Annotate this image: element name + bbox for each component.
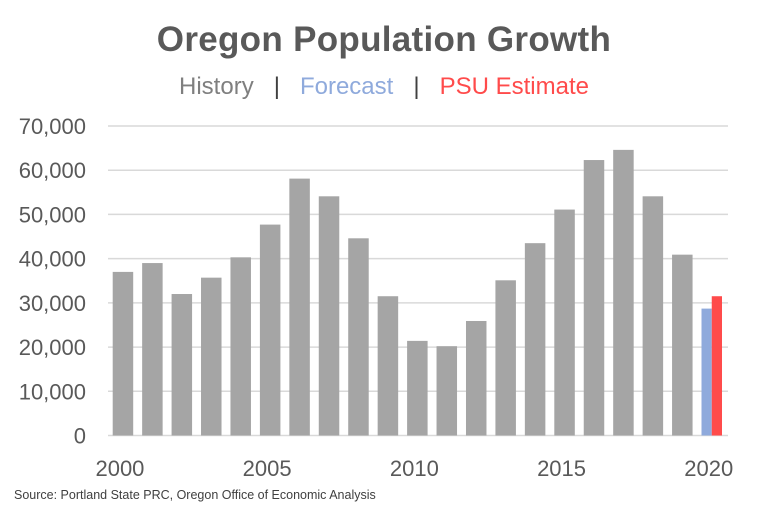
y-tick-label: 20,000 (19, 335, 86, 360)
legend-estimate: PSU Estimate (439, 73, 589, 100)
bar-2010-history (407, 340, 428, 436)
bar-2020-forecast (701, 308, 712, 436)
x-tick-label: 2020 (684, 456, 733, 481)
bar-2003-history (201, 277, 222, 436)
bar-2017-history (613, 149, 634, 436)
x-tick-label: 2005 (243, 456, 292, 481)
y-tick-label: 30,000 (19, 291, 86, 316)
bar-2006-history (289, 178, 310, 436)
bar-2016-history (583, 160, 605, 436)
bars (112, 149, 722, 436)
x-axis: 2000 2005 2010 2015 2020 (95, 456, 733, 481)
y-tick-label: 40,000 (19, 247, 86, 272)
y-tick-label: 60,000 (19, 158, 86, 183)
legend-history: History (179, 73, 254, 100)
y-axis: 0 10,000 20,000 30,000 40,000 50,000 60,000 70,… (19, 114, 86, 449)
bar-2007-history (318, 196, 340, 436)
y-tick-label: 0 (74, 424, 86, 449)
legend-forecast: Forecast (299, 73, 394, 100)
bar-2004-history (230, 257, 251, 436)
y-tick-label: 70,000 (19, 114, 86, 139)
chart-title: Oregon Population Growth (156, 20, 612, 59)
bar-2020-psu-estimate (711, 296, 722, 436)
bar-2018-history (642, 196, 664, 436)
chart-subtitle: History | Forecast | PSU Estimate (0, 73, 768, 101)
bar-2000-history (112, 271, 134, 436)
bar-2005-history (259, 224, 281, 436)
bar-2014-history (524, 243, 546, 436)
bar-2001-history (142, 263, 163, 436)
y-tick-label: 50,000 (19, 202, 86, 227)
bar-2015-history (554, 209, 575, 436)
bar-2002-history (171, 294, 193, 436)
bar-2011-history (436, 346, 458, 436)
legend-separator: | (273, 73, 280, 100)
source-note: Source: Portland State PRC, Oregon Offic… (14, 488, 376, 502)
bar-2008-history (348, 238, 369, 436)
bar-2019-history (672, 254, 693, 436)
x-tick-label: 2000 (95, 456, 144, 481)
bar-2013-history (495, 280, 516, 436)
bar-2012-history (465, 320, 487, 436)
x-tick-label: 2010 (390, 456, 439, 481)
bar-2009-history (377, 296, 399, 436)
legend-separator: | (413, 73, 420, 100)
x-tick-label: 2015 (537, 456, 586, 481)
y-tick-label: 10,000 (19, 379, 86, 404)
